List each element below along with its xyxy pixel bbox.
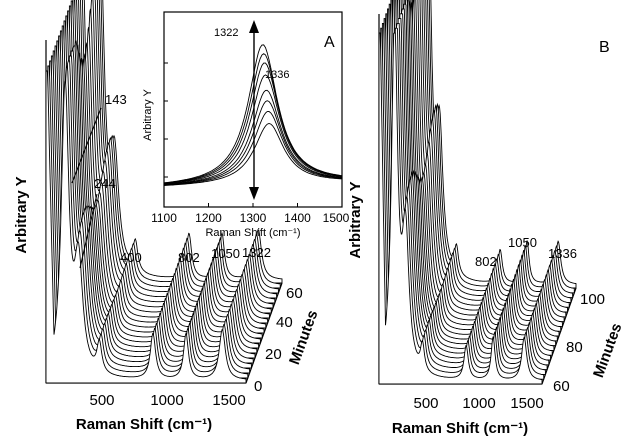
peak-label: 802 — [178, 250, 200, 265]
peak-leader-line — [79, 193, 98, 269]
peak-label: 400 — [120, 250, 142, 265]
x-tick-label: 500 — [89, 392, 114, 409]
inset-series-line — [163, 123, 343, 186]
panel-a-peak-labels: 143 244 400 802 1050 1322 — [71, 92, 271, 269]
panel-b-letter: B — [599, 39, 610, 56]
peak-label: 244 — [94, 176, 116, 191]
inset-y-axis-title: Arbitrary Y — [142, 88, 154, 140]
spectrum-trace — [45, 70, 247, 384]
panel-b-minute-ticks: 60 80 100 — [553, 291, 605, 395]
panel-a-x-axis-title: Raman Shift (cm⁻¹) — [76, 416, 212, 433]
x-tick-label: 500 — [413, 395, 438, 412]
inset-x-tick-label: 1100 — [151, 211, 177, 225]
inset-series-line — [163, 44, 343, 184]
inset-peak-label: 1322 — [214, 27, 238, 39]
peak-label: 802 — [475, 254, 497, 269]
inset-series-line — [163, 89, 343, 185]
x-tick-label: 1500 — [510, 395, 543, 412]
panel-b-x-ticks: 500 1000 1500 — [413, 395, 543, 412]
peak-label: 1322 — [242, 245, 271, 260]
inset-x-ticks — [163, 62, 343, 207]
minute-tick-label: 100 — [580, 291, 605, 308]
minute-tick-label: 60 — [553, 378, 570, 395]
inset-x-tick-label: 1400 — [284, 211, 311, 225]
panel-b: 500 1000 1500 60 80 100 Raman Shift (cm⁻… — [347, 0, 625, 437]
minute-tick-label: 60 — [286, 285, 303, 302]
inset-traces — [163, 44, 343, 186]
minute-tick-label: 20 — [265, 346, 282, 363]
inset-x-axis-title: Raman Shift (cm⁻¹) — [205, 227, 300, 239]
inset-arrow-up-icon — [249, 20, 259, 33]
inset-series-line — [163, 111, 343, 186]
panel-a-minute-ticks: 0 20 40 60 — [254, 285, 303, 395]
panel-a: 500 1000 1500 0 20 40 60 Raman Shift (cm… — [13, 0, 321, 433]
inset-x-tick-label: 1200 — [195, 211, 222, 225]
panel-a-x-ticks: 500 1000 1500 — [89, 392, 245, 409]
x-tick-label: 1500 — [212, 392, 245, 409]
inset-x-tick-label: 1300 — [240, 211, 267, 225]
peak-label: 143 — [105, 92, 127, 107]
peak-label: 1336 — [548, 246, 577, 261]
minute-tick-label: 80 — [566, 339, 583, 356]
peak-label: 1050 — [211, 246, 240, 261]
minute-tick-label: 0 — [254, 378, 262, 395]
inset-series-line — [163, 62, 343, 184]
minute-tick-label: 40 — [276, 314, 293, 331]
panel-a-traces — [45, 0, 283, 384]
panel-b-peak-labels: 802 1050 1336 — [475, 235, 577, 269]
panel-a-letter: A — [324, 34, 335, 51]
panel-a-inset: 1100 1200 1300 1400 1500 Raman Shift (cm… — [142, 11, 350, 239]
x-tick-label: 1000 — [462, 395, 495, 412]
inset-peak-label: 1336 — [265, 69, 289, 81]
peak-leader-line — [71, 107, 102, 184]
inset-x-tick-label: 1500 — [323, 211, 350, 225]
peak-label: 1050 — [508, 235, 537, 250]
spectrum-trace — [378, 32, 543, 385]
panel-b-y-axis-title: Arbitrary Y — [347, 181, 364, 258]
inset-series-line — [163, 74, 343, 185]
panel-b-x-axis-title: Raman Shift (cm⁻¹) — [392, 420, 528, 437]
panel-a-y-axis-title: Arbitrary Y — [13, 176, 30, 253]
inset-series-line — [163, 53, 343, 184]
panel-b-traces — [378, 0, 577, 385]
panel-b-depth-axis-title: Minutes — [590, 321, 625, 380]
inset-series-line — [163, 100, 343, 186]
x-tick-label: 1000 — [150, 392, 183, 409]
inset-arrow-down-icon — [249, 187, 259, 200]
